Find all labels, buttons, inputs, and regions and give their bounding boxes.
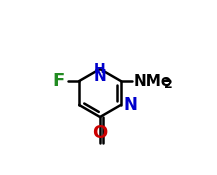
Text: 2: 2 bbox=[164, 79, 172, 92]
Text: NMe: NMe bbox=[134, 74, 172, 89]
Text: H: H bbox=[94, 62, 106, 76]
Text: N: N bbox=[124, 96, 138, 114]
Text: F: F bbox=[52, 72, 64, 90]
Text: N: N bbox=[94, 69, 106, 84]
Text: O: O bbox=[92, 124, 108, 142]
